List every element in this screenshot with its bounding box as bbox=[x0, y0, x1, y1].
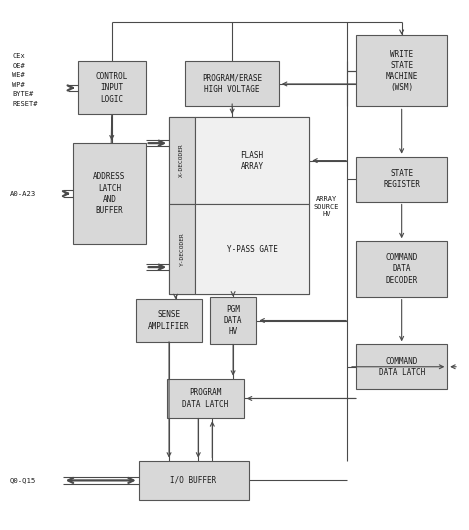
Bar bbox=[139, 461, 249, 500]
Bar bbox=[73, 144, 146, 244]
Text: Q0-Q15: Q0-Q15 bbox=[10, 478, 36, 483]
Text: PROGRAM/ERASE
HIGH VOLTAGE: PROGRAM/ERASE HIGH VOLTAGE bbox=[202, 74, 262, 94]
Bar bbox=[169, 117, 195, 204]
Text: A0-A23: A0-A23 bbox=[10, 191, 36, 197]
Text: COMMAND
DATA LATCH: COMMAND DATA LATCH bbox=[378, 357, 425, 377]
Text: CONTROL
INPUT
LOGIC: CONTROL INPUT LOGIC bbox=[96, 72, 128, 103]
Text: SENSE
AMPLIFIER: SENSE AMPLIFIER bbox=[148, 311, 190, 331]
Text: I/O BUFFER: I/O BUFFER bbox=[170, 476, 217, 485]
Text: ARRAY
SOURCE
HV: ARRAY SOURCE HV bbox=[314, 196, 340, 217]
Bar bbox=[356, 157, 447, 201]
Text: Y-DECODER: Y-DECODER bbox=[180, 232, 184, 266]
Bar bbox=[195, 117, 310, 204]
Text: WP#: WP# bbox=[12, 82, 25, 88]
Text: BYTE#: BYTE# bbox=[12, 91, 34, 98]
Text: X-DECODER: X-DECODER bbox=[180, 144, 184, 178]
Text: PROGRAM
DATA LATCH: PROGRAM DATA LATCH bbox=[182, 388, 228, 409]
Bar bbox=[356, 241, 447, 297]
Text: PGM
DATA
HV: PGM DATA HV bbox=[224, 305, 242, 336]
Text: OE#: OE# bbox=[12, 63, 25, 69]
Text: FLASH
ARRAY: FLASH ARRAY bbox=[241, 151, 264, 171]
Bar bbox=[356, 35, 447, 107]
Bar bbox=[169, 204, 195, 294]
Text: WRITE
STATE
MACHINE
(WSM): WRITE STATE MACHINE (WSM) bbox=[386, 50, 418, 92]
Text: ADDRESS
LATCH
AND
BUFFER: ADDRESS LATCH AND BUFFER bbox=[93, 172, 126, 215]
Text: CEx: CEx bbox=[12, 53, 25, 59]
Bar bbox=[195, 204, 310, 294]
Bar bbox=[166, 378, 244, 418]
Text: Y-PASS GATE: Y-PASS GATE bbox=[227, 245, 278, 254]
Text: STATE
REGISTER: STATE REGISTER bbox=[383, 169, 420, 189]
Bar bbox=[78, 61, 146, 114]
Bar bbox=[185, 61, 279, 107]
Bar bbox=[356, 344, 447, 389]
Text: RESET#: RESET# bbox=[12, 101, 38, 107]
Bar bbox=[210, 297, 257, 344]
Text: WE#: WE# bbox=[12, 72, 25, 78]
Bar bbox=[136, 299, 202, 342]
Text: COMMAND
DATA
DECODER: COMMAND DATA DECODER bbox=[386, 253, 418, 285]
Bar bbox=[169, 117, 310, 294]
